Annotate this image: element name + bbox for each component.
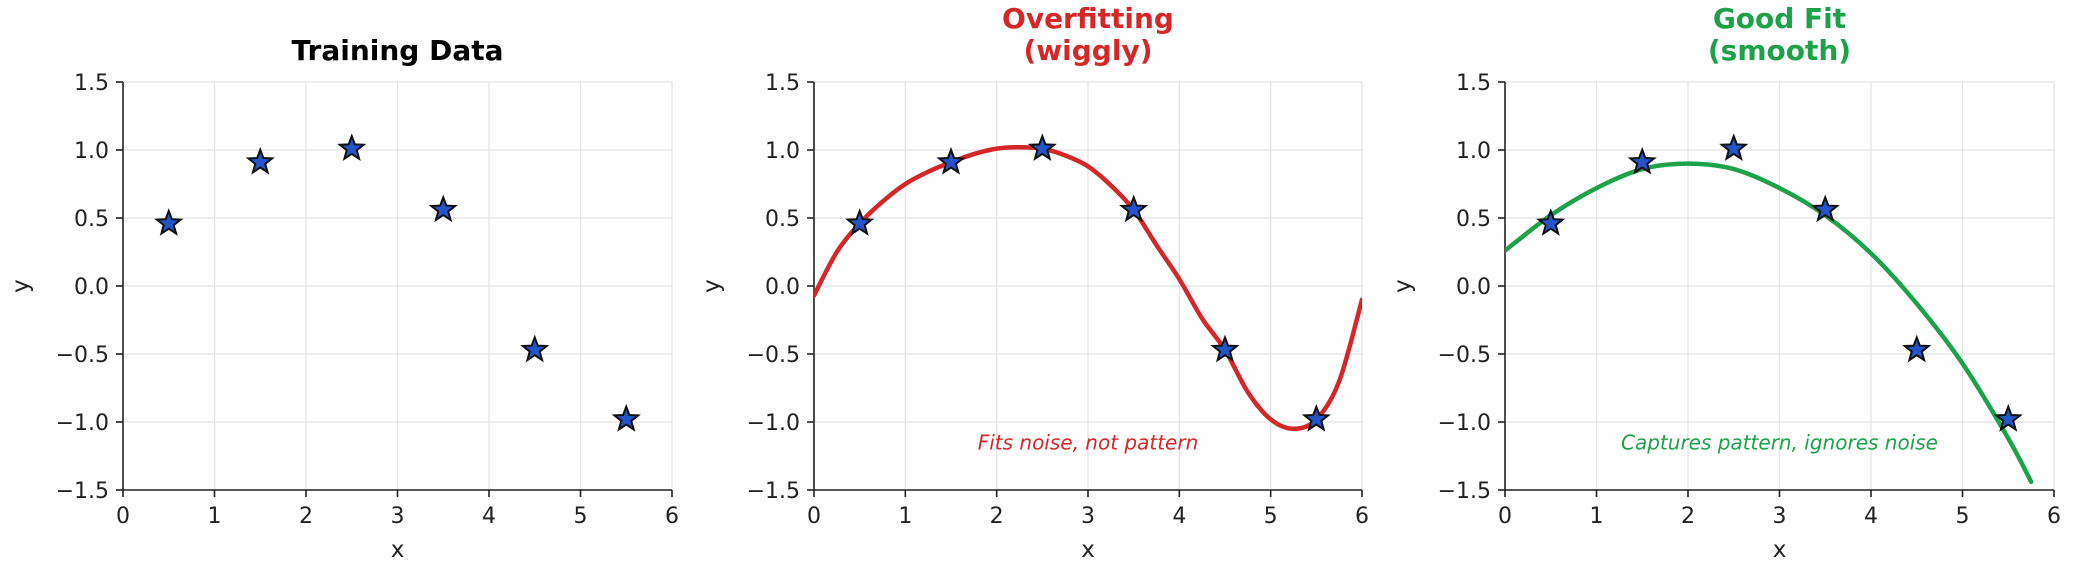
data-point-star: [1119, 194, 1149, 223]
y-tick-label: −0.5: [1438, 343, 1491, 368]
y-tick-label: −1.0: [56, 411, 109, 436]
x-tick-label: 0: [1498, 504, 1512, 529]
data-point-star: [154, 208, 184, 236]
data-point-star: [936, 146, 966, 175]
x-tick-label: 2: [1681, 504, 1695, 529]
y-axis-label: y: [8, 279, 34, 293]
annotation-text: Captures pattern, ignores noise: [1621, 430, 1938, 454]
data-point-star: [1902, 334, 1932, 363]
data-point-star: [245, 146, 275, 175]
y-tick-label: −0.5: [747, 343, 800, 368]
data-point-star: [1627, 146, 1657, 175]
data-point-star: [1027, 133, 1057, 162]
data-point-star: [337, 133, 367, 162]
panel-overfitting: 0 1 2 3 4 5 6 1.5 1.0 0.5 0.0 −0.5 −1.0 −1.5 x y Overfit…: [699, 2, 1369, 563]
y-tick-label: 1.0: [1456, 139, 1491, 164]
y-tick-label: 1.5: [1456, 71, 1491, 96]
x-tick-label: 5: [574, 504, 588, 529]
chart-title: Training Data: [292, 34, 504, 67]
x-tick-label: 0: [116, 504, 130, 529]
y-tick-label: −1.0: [1438, 411, 1491, 436]
chart-title: Good Fit (smooth): [1708, 2, 1851, 67]
data-point-star: [428, 194, 458, 223]
chart-title-line: (smooth): [1708, 34, 1851, 67]
chart-title-line: Training Data: [292, 34, 504, 67]
data-point-star: [845, 208, 875, 236]
data-point-star: [611, 403, 641, 432]
fit-curve: [1505, 161, 2034, 485]
x-tick-label: 1: [1590, 504, 1604, 529]
y-axis-label: y: [699, 279, 725, 293]
data-point-star: [1210, 334, 1240, 363]
panel-good-fit: 0 1 2 3 4 5 6 1.5 1.0 0.5 0.0 −0.5 −1.0 −1.5 x y Good Fi…: [1390, 2, 2061, 563]
x-tick-label: 4: [482, 504, 496, 529]
y-tick-label: 0.5: [74, 207, 109, 232]
x-tick-label: 6: [2047, 504, 2061, 529]
data-point-star: [1993, 403, 2023, 432]
x-tick-label: 6: [665, 504, 679, 529]
x-tick-label: 4: [1864, 504, 1878, 529]
y-tick-label: −0.5: [56, 343, 109, 368]
x-tick-label: 2: [990, 504, 1004, 529]
x-axis-label: x: [391, 537, 405, 563]
panel-training-data: 0 1 2 3 4 5 6 1.5 1.0 0.5 0.0 −0.5 −1.0 −1.5 x y Trainin…: [8, 34, 679, 563]
data-point-star: [1301, 403, 1331, 432]
annotation-text: Fits noise, not pattern: [978, 430, 1199, 454]
x-tick-label: 1: [208, 504, 222, 529]
fit-curve: [814, 145, 1362, 432]
y-tick-label: 0.0: [1456, 275, 1491, 300]
chart-title: Overfitting (wiggly): [1002, 2, 1174, 67]
y-axis-label: y: [1390, 279, 1416, 293]
x-tick-label: 0: [807, 504, 821, 529]
y-tick-label: −1.5: [56, 479, 109, 504]
data-point-star: [1536, 208, 1566, 236]
y-tick-label: 1.0: [74, 139, 109, 164]
chart-title-line: (wiggly): [1024, 34, 1153, 67]
x-tick-label: 3: [391, 504, 405, 529]
y-tick-label: 0.5: [765, 207, 800, 232]
x-axis-label: x: [1773, 537, 1787, 563]
y-tick-label: 1.5: [74, 71, 109, 96]
x-tick-label: 1: [898, 504, 912, 529]
y-tick-label: −1.5: [747, 479, 800, 504]
x-tick-label: 2: [299, 504, 313, 529]
y-tick-label: −1.0: [747, 411, 800, 436]
y-tick-label: 0.0: [765, 275, 800, 300]
data-point-star: [520, 334, 550, 363]
chart-title-line: Overfitting: [1002, 2, 1174, 35]
data-point-star: [1810, 194, 1840, 223]
y-tick-label: 0.5: [1456, 207, 1491, 232]
y-tick-label: 1.5: [765, 71, 800, 96]
x-axis-label: x: [1081, 537, 1095, 563]
y-tick-label: −1.5: [1438, 479, 1491, 504]
data-point-star: [1719, 133, 1749, 162]
y-tick-label: 0.0: [74, 275, 109, 300]
chart-title-line: Good Fit: [1713, 2, 1846, 35]
x-tick-label: 4: [1172, 504, 1186, 529]
x-tick-label: 3: [1081, 504, 1095, 529]
x-tick-label: 5: [1956, 504, 1970, 529]
x-tick-label: 5: [1264, 504, 1278, 529]
y-tick-label: 1.0: [765, 139, 800, 164]
x-tick-label: 6: [1355, 504, 1369, 529]
x-tick-label: 3: [1773, 504, 1787, 529]
